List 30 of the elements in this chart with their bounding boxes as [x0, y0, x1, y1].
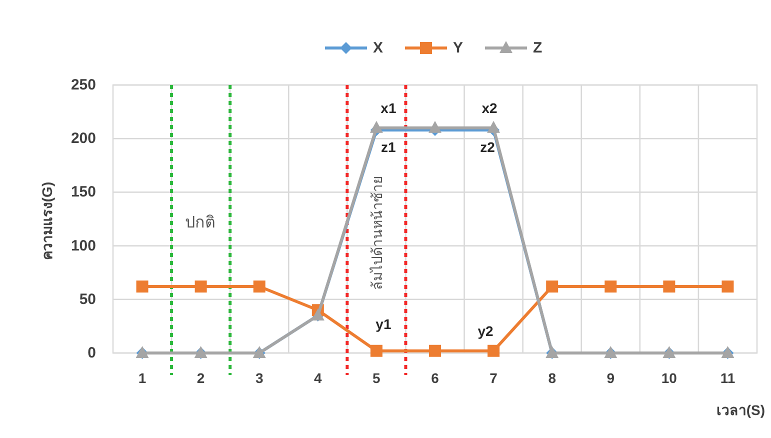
legend-label: Y: [453, 40, 464, 56]
xtick: 9: [606, 370, 615, 386]
annotation: z2: [480, 138, 495, 155]
ytick: 100: [70, 237, 96, 254]
xtick: 11: [720, 370, 736, 386]
legend-label: X: [373, 40, 384, 56]
xtick: 4: [314, 370, 322, 386]
annotation: ปกติ: [185, 214, 215, 232]
ytick: 50: [79, 290, 96, 308]
annotation: ล้มไปด้านหน้าซ้าย: [369, 176, 385, 290]
xtick: 7: [490, 370, 498, 386]
annotation: y2: [478, 322, 494, 339]
xtick: 3: [255, 370, 264, 386]
annotation: x2: [482, 100, 498, 116]
xtick: 8: [548, 370, 556, 386]
legend-label: Z: [533, 40, 542, 56]
annotation: y1: [376, 316, 392, 332]
ytick: 0: [88, 344, 96, 362]
ytick: 250: [70, 76, 96, 94]
annotation: z1: [381, 138, 396, 155]
annotation: x1: [380, 100, 396, 116]
xtick: 5: [372, 370, 380, 386]
xlabel: เวลา(S): [716, 402, 765, 418]
xtick: 10: [661, 370, 677, 386]
xtick: 2: [196, 370, 205, 386]
ylabel: ความแรง(G): [39, 182, 55, 260]
xtick: 1: [138, 370, 146, 386]
ytick: 150: [70, 184, 96, 201]
ytick: 200: [70, 130, 96, 148]
xtick: 6: [431, 370, 439, 386]
